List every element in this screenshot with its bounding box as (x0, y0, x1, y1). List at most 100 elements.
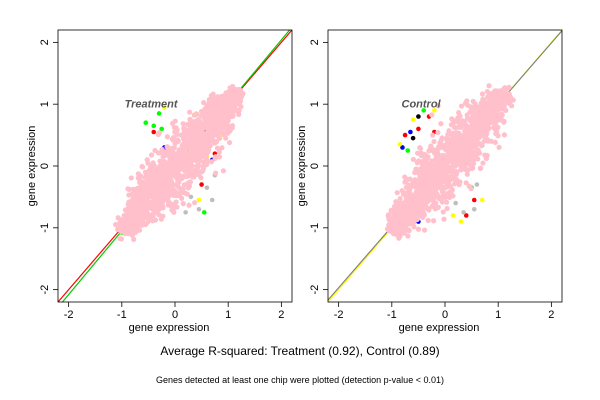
cloud-point (191, 172, 197, 178)
x-tick-label: 1 (225, 309, 231, 321)
outlier-point (432, 108, 437, 113)
cloud-point (402, 179, 408, 185)
cloud-point (176, 153, 183, 159)
cloud-point (230, 112, 236, 118)
x-axis-label: gene expression (129, 322, 210, 334)
cloud-point (446, 154, 452, 160)
plot-area (328, 30, 562, 302)
cloud-point (172, 140, 178, 147)
outlier-point (204, 185, 210, 190)
cloud-point (156, 206, 162, 213)
cloud-point (388, 207, 394, 213)
outlier-point (405, 148, 411, 153)
cloud-point (171, 209, 177, 215)
cloud-point (172, 182, 178, 188)
cloud-point (182, 144, 188, 150)
x-tick-label: 0 (172, 309, 178, 321)
cloud-point (484, 88, 490, 95)
cloud-point (401, 190, 408, 196)
cloud-point (159, 163, 165, 169)
cloud-point (171, 169, 178, 175)
outlier-point (450, 213, 456, 218)
cloud-point (467, 131, 474, 137)
cloud-point (482, 106, 488, 112)
cloud-point (152, 217, 159, 223)
cloud-point (204, 143, 210, 149)
cloud-point (463, 141, 469, 147)
cloud-point (493, 95, 499, 101)
cloud-point (493, 100, 499, 106)
cloud-point (145, 205, 151, 211)
outlier-point (471, 206, 477, 212)
outlier-point (183, 210, 188, 215)
y-tick-label: 1 (309, 101, 321, 107)
cloud-point (423, 202, 429, 209)
cloud-point (211, 95, 217, 101)
cloud-point (195, 116, 201, 123)
panel-title: Treatment (125, 98, 179, 110)
cloud-point (484, 136, 491, 143)
cloud-point (501, 87, 507, 93)
cloud-point (480, 160, 486, 166)
outlier-point (416, 126, 421, 132)
cloud-point (440, 193, 446, 199)
cloud-point (128, 175, 134, 181)
outlier-point (463, 213, 469, 218)
cloud-point (442, 169, 448, 176)
cloud-point (430, 218, 437, 224)
cloud-point (410, 156, 417, 163)
cloud-point (426, 181, 432, 188)
y-tick-label: 2 (309, 39, 321, 45)
cloud-point (474, 141, 480, 148)
cloud-point (131, 207, 137, 213)
cloud-point (190, 119, 196, 125)
cloud-point (192, 200, 198, 206)
cloud-point (439, 199, 445, 205)
cloud-point (150, 184, 156, 190)
cloud-point (472, 110, 478, 116)
scatter-panel-2: -2 -1 0 1 2 -2 -1 0 1 2 gene expression gene expres… (296, 29, 563, 334)
cloud-point (427, 146, 433, 152)
y-axis-label: gene expression (26, 126, 38, 207)
cloud-point (479, 91, 486, 97)
cloud-point (453, 129, 459, 136)
cloud-point (164, 148, 170, 154)
cloud-point (145, 199, 151, 205)
cloud-point (131, 236, 137, 242)
cloud-point (425, 217, 431, 224)
cloud-point (464, 112, 470, 118)
cloud-point (141, 203, 147, 209)
cloud-point (155, 194, 161, 200)
y-tick-label: -1 (39, 223, 51, 233)
cloud-point (225, 105, 231, 111)
cloud-point (465, 152, 471, 158)
cloud-point (453, 150, 459, 156)
cloud-point (136, 179, 143, 186)
cloud-point (155, 131, 161, 138)
cloud-point (414, 150, 421, 156)
cloud-point (504, 96, 510, 103)
cloud-point (230, 107, 236, 114)
cloud-point (202, 119, 209, 126)
cloud-point (133, 186, 139, 192)
cloud-point (161, 174, 167, 180)
cloud-point (160, 205, 166, 211)
detection-note-caption: Genes detected at least one chip were pl… (156, 375, 444, 385)
cloud-point (199, 112, 205, 118)
y-tick-label: 0 (39, 163, 51, 169)
cloud-point (438, 183, 444, 189)
cloud-point (222, 115, 228, 121)
cloud-point (157, 171, 163, 177)
cloud-point (464, 171, 470, 177)
cloud-point (458, 103, 465, 109)
cloud-point (468, 185, 474, 192)
cloud-point (185, 161, 191, 168)
cloud-point (484, 129, 490, 135)
cloud-point (149, 213, 155, 219)
cloud-point (432, 150, 438, 156)
cloud-point (491, 124, 497, 130)
cloud-point (446, 189, 453, 195)
cloud-point (486, 83, 492, 89)
outlier-point (453, 200, 458, 206)
